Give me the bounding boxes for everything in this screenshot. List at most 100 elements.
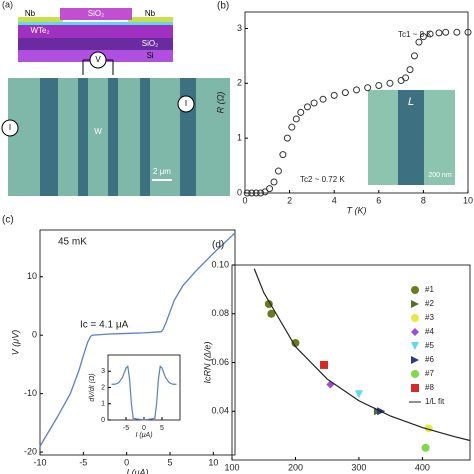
y-tick-label: 10 — [27, 271, 37, 281]
x-tick-label: 0 — [124, 457, 129, 467]
marker — [248, 189, 256, 197]
legend-label: #8 — [425, 383, 434, 392]
x-tick-label: 8 — [421, 195, 426, 205]
marker — [397, 77, 405, 85]
marker — [283, 134, 291, 142]
legend-swatch — [411, 384, 419, 392]
marker — [419, 33, 427, 41]
legend-label: #2 — [425, 299, 434, 308]
y-tick-label: 0 — [32, 330, 37, 340]
marker — [310, 99, 318, 107]
y-tick-label: 3 — [237, 23, 242, 33]
x-tick-label: -5 — [123, 425, 129, 432]
axes-frame — [39, 229, 236, 456]
schematic-label: 2 μm — [153, 167, 171, 176]
marker — [410, 52, 418, 60]
schematic-label: Nb — [145, 9, 156, 18]
legend-swatch — [411, 314, 419, 322]
y-tick-label: 0.10 — [211, 259, 229, 269]
marker — [292, 115, 300, 123]
y-axis-label: IcRN (Δ/e) — [202, 341, 212, 383]
panel-label: (c) — [2, 215, 14, 226]
schematic-label: Nb — [25, 9, 36, 18]
legend-swatch — [411, 342, 419, 350]
marker — [464, 28, 472, 36]
x-tick-label: 100 — [224, 462, 239, 472]
panel-label: (d) — [212, 240, 224, 251]
y-tick-label: 2 — [101, 384, 105, 391]
schematic-label: SiO₂ — [142, 39, 158, 48]
y-tick-label: 2 — [237, 78, 242, 88]
y-tick-label: 0.04 — [211, 406, 229, 416]
x-axis-label: I (μA) — [135, 432, 152, 439]
annotation: Tc1 ~ 8 K — [398, 30, 432, 39]
marker — [261, 188, 269, 196]
marker — [297, 108, 305, 116]
marker — [341, 89, 349, 97]
data-line — [111, 365, 177, 421]
y-axis-label: R (Ω) — [215, 92, 225, 114]
marker — [303, 103, 311, 111]
x-tick-label: 2 — [287, 195, 292, 205]
marker — [402, 74, 410, 82]
schematic-label: I — [9, 123, 11, 132]
x-tick-label: 10 — [208, 457, 218, 467]
annotation: Tc2 ~ 0.72 K — [300, 175, 345, 184]
marker — [320, 360, 329, 369]
data-line — [39, 232, 236, 447]
y-axis-label: dV/dI (Ω) — [89, 373, 96, 401]
marker — [406, 66, 414, 74]
x-tick-label: 10 — [463, 195, 473, 205]
marker — [279, 151, 287, 159]
y-tick-label: 1 — [237, 133, 242, 143]
schematic-label: WTe₂ — [30, 26, 49, 35]
inset-label: 200 nm — [428, 172, 452, 179]
marker — [274, 167, 282, 175]
y-tick-label: -10 — [24, 388, 37, 398]
marker — [415, 38, 423, 46]
x-tick-label: 400 — [415, 462, 430, 472]
marker — [267, 309, 276, 318]
axes-frame — [107, 354, 181, 421]
marker — [453, 28, 461, 36]
x-axis-label: L (nm) — [338, 472, 364, 474]
x-tick-label: 4 — [332, 195, 337, 205]
x-tick-label: 6 — [376, 195, 381, 205]
legend-swatch — [411, 286, 419, 294]
y-tick-label: 0 — [237, 187, 242, 197]
marker — [364, 84, 372, 92]
marker — [330, 91, 338, 99]
schematic — [1, 8, 230, 196]
schematic-label: I — [185, 99, 187, 108]
legend-swatch — [411, 370, 419, 378]
x-axis-label: T (K) — [347, 205, 367, 215]
legend-label: #4 — [425, 327, 434, 336]
y-tick-label: -20 — [24, 446, 37, 456]
x-tick-label: 0 — [142, 425, 146, 432]
y-tick-label: 0.06 — [211, 357, 229, 367]
legend-label: #7 — [425, 369, 434, 378]
x-tick-label: 200 — [288, 462, 303, 472]
schematic-label: Si — [146, 51, 153, 60]
marker — [264, 300, 273, 308]
x-tick-label: -10 — [33, 457, 46, 467]
marker — [270, 178, 278, 186]
marker — [257, 189, 265, 197]
legend-label: #6 — [425, 355, 434, 364]
y-axis-label: V (μV) — [10, 330, 20, 355]
data-line — [253, 268, 471, 442]
legend-swatch — [411, 300, 419, 308]
marker — [288, 123, 296, 131]
marker — [319, 95, 327, 103]
panel-label: (b) — [217, 1, 229, 12]
legend-swatch — [411, 328, 419, 336]
marker — [252, 189, 260, 197]
x-axis-label: I (μA) — [127, 467, 149, 474]
x-tick-label: -5 — [79, 457, 87, 467]
y-tick-label: 1 — [101, 401, 105, 408]
panel-label: (a) — [2, 0, 13, 9]
legend-label: #5 — [425, 341, 434, 350]
inset-label: L — [408, 96, 414, 108]
legend-label: 1/L fit — [425, 397, 445, 406]
